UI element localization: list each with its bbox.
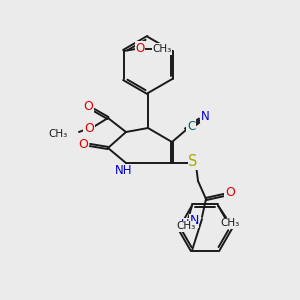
Text: CH₃: CH₃ — [220, 218, 240, 229]
Text: CH₃: CH₃ — [49, 129, 68, 139]
Text: O: O — [83, 100, 93, 112]
Text: O: O — [135, 41, 144, 55]
Text: O: O — [78, 139, 88, 152]
Text: CH₃: CH₃ — [152, 44, 171, 54]
Text: N: N — [189, 214, 199, 227]
Text: O: O — [84, 122, 94, 136]
Text: O: O — [225, 187, 235, 200]
Text: CH₃: CH₃ — [176, 221, 196, 232]
Text: S: S — [188, 154, 198, 169]
Text: C: C — [187, 119, 195, 133]
Text: H: H — [181, 219, 189, 229]
Text: N: N — [201, 110, 209, 122]
Text: NH: NH — [115, 164, 133, 178]
